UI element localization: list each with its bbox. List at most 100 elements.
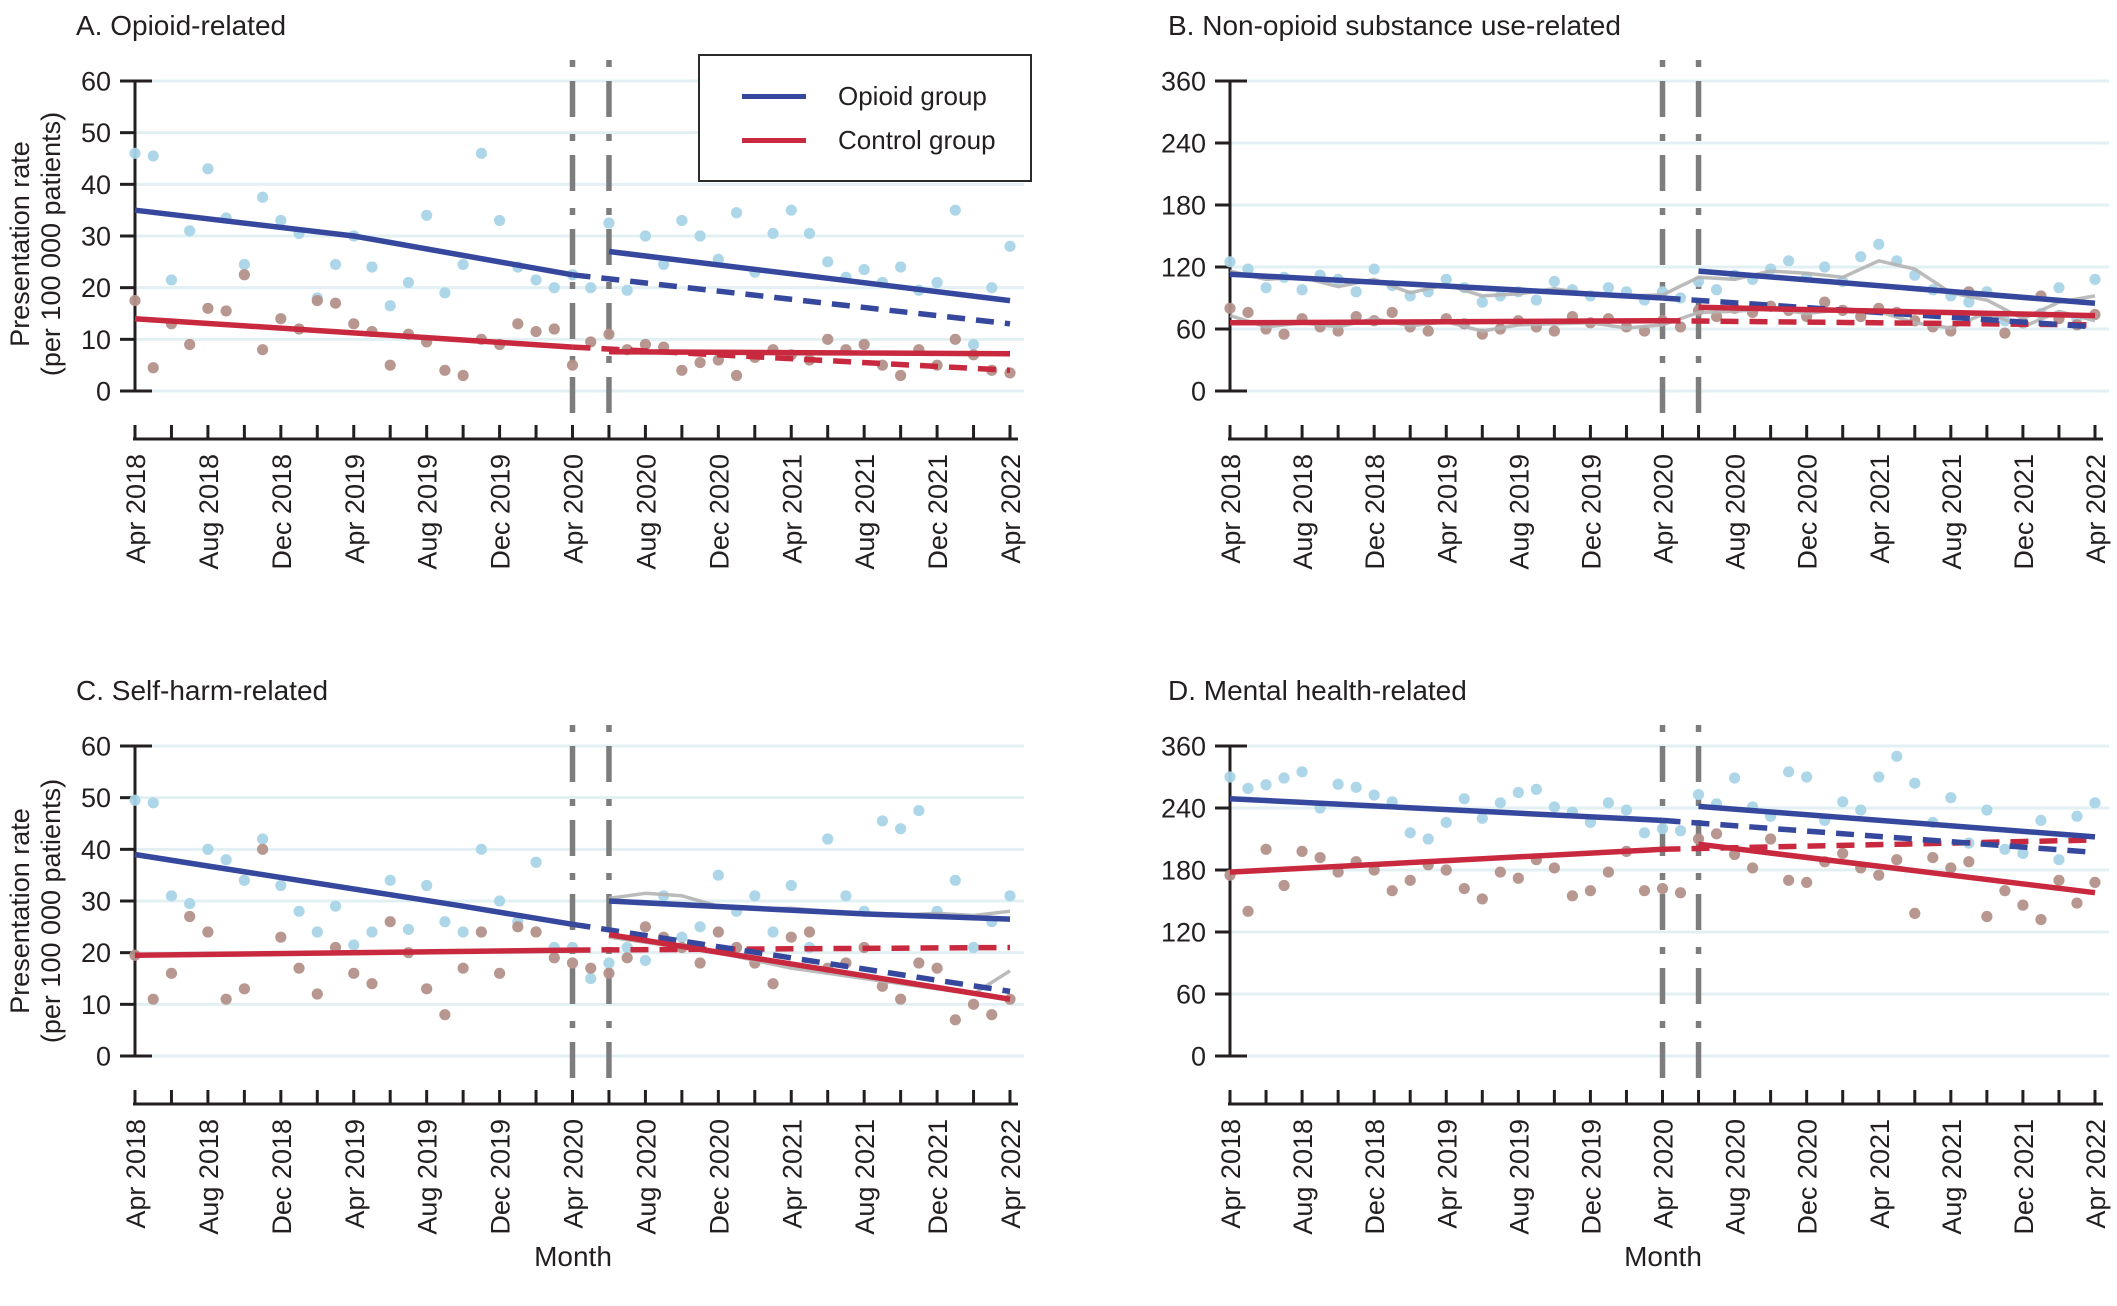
panel-b: B. Non-opioid substance use-related 0 60 1… [1058,0,2117,653]
legend-label-opioid: Opioid group [838,80,987,111]
x-tick-label: Aug 2018 [1288,454,1318,570]
x-tick-label: Aug 2020 [631,1119,661,1235]
opioid-trend-pre [1229,271,1663,301]
y-tick-label: 40 [81,170,111,200]
y-axis-label-line2: (per 100 000 patients) [36,778,66,1044]
x-tick-label: Aug 2020 [631,454,661,570]
opioid-trend-pre [134,207,573,278]
x-tick-label: Aug 2019 [1504,454,1534,570]
control-counterfactual-line [572,944,1011,953]
y-axis-label-bottom: Presentation rate (per 100 000 patients) [5,696,69,1126]
x-tick-label: Dec 2021 [2009,454,2039,570]
legend-row-opioid: Opioid group [742,74,1030,118]
covid-period-vlines [569,725,612,1092]
x-tick-label: Apr 2020 [1649,454,1679,564]
x-tick-label: Dec 2021 [923,1119,953,1235]
x-tick-label: Dec 2020 [1793,454,1823,570]
y-tick-label: 0 [1191,1042,1206,1072]
x-tick-label: Apr 2022 [2081,1119,2111,1229]
panel-d: D. Mental health-related 0 60 120 180 240 360… [1058,653,2117,1306]
y-tick-label: 180 [1161,191,1206,221]
opioid-trend-post [608,248,1011,304]
x-tick-label: Dec 2019 [486,1119,516,1235]
legend-row-control: Control group [742,118,1030,162]
x-tick-label: Dec 2020 [1793,1119,1823,1235]
x-tick-label: Apr 2020 [559,454,589,564]
x-axis: Apr 2018 Aug 2018 Dec 2018 Apr 2019 Aug 2019… [1216,1090,2111,1235]
x-tick-label: Apr 2018 [1216,1119,1246,1229]
x-tick-label: Dec 2020 [704,454,734,570]
x-tick-label: Apr 2018 [121,1119,151,1229]
y-axis-label-top: Presentation rate (per 100 000 patients) [5,29,69,459]
x-tick-label: Apr 2021 [1865,1119,1895,1229]
y-axis-label-line2: (per 100 000 patients) [36,111,66,377]
opioid-trend-pre [1229,795,1663,824]
opioid-trend-post [608,898,1011,922]
x-tick-label: Dec 2021 [923,454,953,570]
panel-d-title: D. Mental health-related [1168,675,1467,706]
control-trend-post [1698,304,2096,319]
x-tick-label: Apr 2019 [1432,454,1462,564]
gridlines [1230,744,2109,1058]
y-tick-label: 0 [96,1042,111,1072]
x-tick-label: Dec 2019 [1576,454,1606,570]
trend-lines [134,207,1011,374]
covid-period-vlines [569,60,612,427]
trend-lines [1229,795,2096,896]
x-tick-label: Dec 2018 [1360,1119,1390,1235]
x-tick-label: Apr 2021 [777,454,807,564]
x-tick-label: Aug 2021 [1937,1119,1967,1235]
y-tick-label: 30 [81,887,111,917]
panel-c-title: C. Self-harm-related [76,675,329,706]
gridlines [135,744,1024,1058]
x-tick-label: Apr 2022 [996,1119,1026,1229]
panel-a-title: A. Opioid-related [76,10,287,41]
y-axis-label-line1: Presentation rate [5,808,35,1014]
opioid-trend-post [1698,803,2096,840]
y-axis: 0 60 120 180 240 360 [1161,732,1247,1072]
x-tick-label: Apr 2019 [340,454,370,564]
control-line-swatch [742,137,806,143]
x-tick-label: Aug 2020 [1721,454,1751,570]
x-tick-label: Dec 2018 [1360,454,1390,570]
control-trend-post [608,931,1011,1002]
panel-a: A. Opioid-related Presentation rate (per… [0,0,1058,653]
control-trend-post [1698,841,2096,896]
y-tick-label: 30 [81,222,111,252]
y-tick-label: 40 [81,835,111,865]
y-tick-label: 360 [1161,732,1206,762]
trend-lines [1229,268,2096,330]
x-tick-label: Apr 2021 [777,1119,807,1229]
opioid-counterfactual-line [572,272,1011,327]
y-tick-label: 60 [1176,980,1206,1010]
y-tick-label: 120 [1161,253,1206,283]
x-tick-label: Apr 2020 [1649,1119,1679,1229]
y-axis-label-line1: Presentation rate [5,141,35,347]
y-axis: 0 10 20 30 40 50 60 [81,67,152,407]
x-axis: Apr 2018 Aug 2018 Dec 2018 Apr 2019 Aug 2019… [1216,425,2111,570]
y-tick-label: 20 [81,938,111,968]
control-trend-pre [1229,317,1663,326]
x-tick-label: Dec 2018 [267,454,297,570]
opioid-counterfactual-line [1662,817,2096,856]
covid-period-vlines [1659,60,1702,427]
scatter-opioid-group [1224,750,2101,866]
x-tick-label: Aug 2021 [1937,454,1967,570]
x-tick-label: Dec 2020 [704,1119,734,1235]
x-tick-label: Apr 2021 [1865,454,1895,564]
x-tick-label: Aug 2021 [850,454,880,570]
opioid-trend-pre [134,851,573,928]
scatter-control-group [129,843,1016,1026]
x-tick-label: Apr 2019 [1432,1119,1462,1229]
y-tick-label: 60 [81,67,111,97]
legend-label-control: Control group [838,124,996,155]
y-tick-label: 180 [1161,856,1206,886]
x-tick-label: Aug 2018 [1288,1119,1318,1235]
panel-c: C. Self-harm-related Presentation rate (… [0,653,1058,1306]
y-tick-label: 10 [81,325,111,355]
y-tick-label: 360 [1161,67,1206,97]
